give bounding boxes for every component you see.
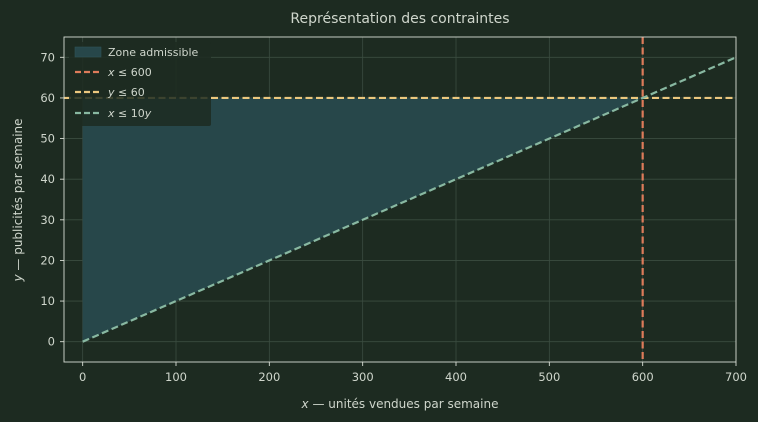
x-tick-label-300: 300 — [352, 370, 374, 384]
legend-box — [69, 42, 211, 126]
constraint-line-2 — [82, 56, 737, 343]
chart-title: Représentation des contraintes — [290, 11, 509, 27]
legend-label-x10y: x ≤ 10y — [107, 107, 152, 120]
y-axis-label: y — publicités par semaine — [11, 118, 25, 282]
y-tick-label-60: 60 — [40, 91, 55, 105]
y-tick-label-20: 20 — [40, 253, 55, 267]
y-tick-label-50: 50 — [40, 132, 55, 146]
x-tick-label-100: 100 — [165, 370, 187, 384]
x-tick-label-500: 500 — [538, 370, 560, 384]
y-tick-label-70: 70 — [40, 50, 55, 64]
legend-swatch-region — [74, 46, 102, 58]
legend: Zone admissible x ≤ 600 y ≤ 60 x ≤ 10y — [69, 42, 211, 126]
x-tick-label-400: 400 — [445, 370, 467, 384]
y-axis-ticks: 0 10 20 30 40 50 60 70 — [40, 50, 64, 349]
y-tick-label-40: 40 — [40, 172, 55, 186]
legend-label-y60: y ≤ 60 — [107, 86, 145, 99]
x-axis-ticks: 0 100 200 300 400 500 600 700 — [79, 362, 747, 384]
legend-label-x600: x ≤ 600 — [107, 66, 152, 79]
x-axis-label: x — unités vendues par semaine — [301, 397, 499, 411]
x-tick-label-200: 200 — [258, 370, 280, 384]
legend-label-region: Zone admissible — [108, 46, 199, 59]
x-tick-label-700: 700 — [725, 370, 747, 384]
y-tick-label-10: 10 — [40, 294, 55, 308]
y-tick-label-30: 30 — [40, 213, 55, 227]
plot-frame — [63, 36, 737, 363]
y-tick-label-0: 0 — [48, 335, 55, 349]
x-tick-label-0: 0 — [79, 370, 86, 384]
x-tick-label-600: 600 — [632, 370, 654, 384]
